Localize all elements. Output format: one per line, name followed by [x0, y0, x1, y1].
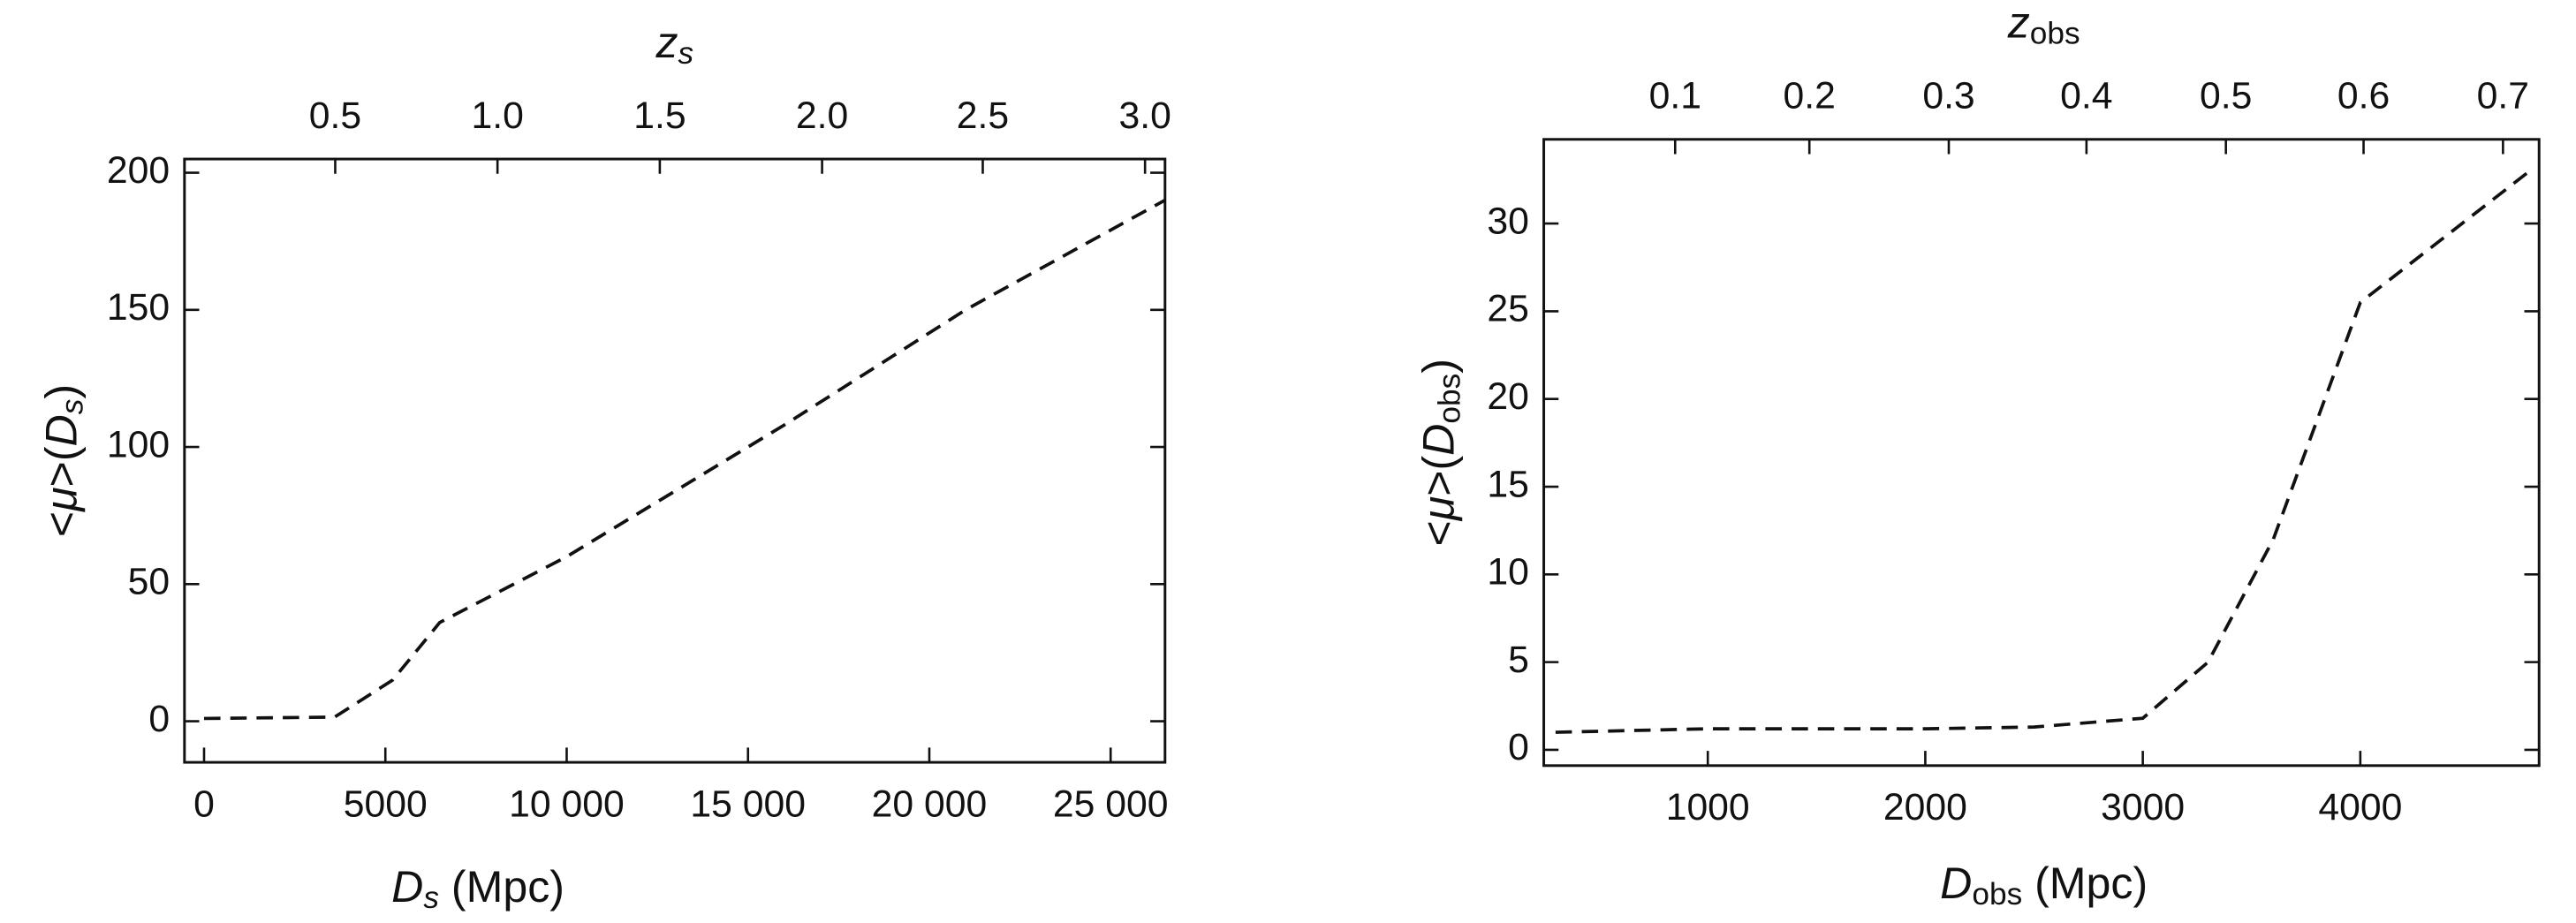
axis-title: <μ>(Ds): [37, 384, 90, 537]
x-tick-label: 20 000: [872, 783, 988, 825]
y-tick-label: 150: [107, 286, 170, 329]
x2-tick-label: 2.5: [957, 95, 1009, 137]
label-part: s: [55, 399, 89, 415]
label-part: ): [1414, 359, 1464, 374]
label-part: μ: [1414, 496, 1464, 522]
label-part: obs: [1972, 877, 2022, 912]
x-tick-label: 15 000: [690, 783, 806, 825]
plot-frame: [1542, 138, 2541, 768]
x-tick-label: 10 000: [509, 783, 625, 825]
x-tick-label: 2000: [1883, 786, 1967, 828]
y-tick-label: 15: [1487, 463, 1528, 505]
label-part: obs: [2030, 17, 2080, 51]
axis-title: zobs: [2007, 0, 2080, 51]
x2-tick-label: 0.7: [2477, 75, 2529, 117]
y-tick-label: 20: [1487, 375, 1528, 418]
x-tick-label: 5000: [344, 783, 428, 825]
x2-tick-label: 2.0: [796, 95, 848, 137]
label-part: s: [678, 36, 694, 71]
axis-title: Dobs (Mpc): [1940, 859, 2148, 912]
y-tick-label: 0: [1508, 726, 1529, 768]
axis-title: <μ>(Dobs): [1414, 359, 1467, 546]
y-tick-label: 5: [1508, 639, 1529, 681]
label-part: s: [423, 881, 439, 915]
x2-tick-label: 0.6: [2337, 75, 2390, 117]
x2-tick-label: 0.2: [1784, 75, 1836, 117]
y-tick-label: 25: [1487, 288, 1528, 330]
x2-tick-label: 0.5: [2200, 75, 2252, 117]
data-line: [1555, 166, 2535, 734]
y-tick-label: 200: [107, 149, 170, 192]
axis-title: zs: [655, 18, 693, 71]
label-part: ): [37, 384, 87, 399]
x2-tick-label: 1.0: [471, 95, 523, 137]
plot-frame: [183, 157, 1167, 764]
label-part: <: [1414, 520, 1464, 546]
x-tick-label: 25 000: [1053, 783, 1169, 825]
label-part: D: [1414, 424, 1464, 456]
label-part: >(: [37, 446, 87, 487]
y-tick-label: 10: [1487, 551, 1528, 594]
label-part: D: [391, 862, 423, 912]
x2-tick-label: 0.4: [2060, 75, 2112, 117]
x2-tick-label: 0.5: [309, 95, 361, 137]
x2-tick-label: 3.0: [1119, 95, 1171, 137]
x2-tick-label: 1.5: [633, 95, 686, 137]
x-tick-label: 0: [193, 783, 215, 825]
x-tick-label: 4000: [2318, 786, 2402, 828]
label-part: D: [1940, 859, 1972, 908]
label-part: <: [37, 511, 87, 537]
y-tick-label: 100: [107, 423, 170, 465]
x2-tick-label: 0.1: [1649, 75, 1701, 117]
label-part: z: [2007, 0, 2030, 48]
label-part: >(: [1414, 456, 1464, 496]
label-part: (Mpc): [439, 862, 564, 912]
x2-tick-label: 0.3: [1922, 75, 1974, 117]
y-tick-label: 50: [128, 561, 170, 603]
label-part: obs: [1432, 374, 1466, 424]
x-tick-label: 3000: [2101, 786, 2185, 828]
label-part: (Mpc): [2022, 859, 2148, 908]
y-tick-label: 30: [1487, 200, 1528, 242]
y-tick-label: 0: [148, 698, 170, 740]
label-part: z: [655, 18, 678, 67]
data-line: [203, 198, 1166, 721]
label-part: μ: [37, 487, 87, 512]
axis-title: Ds (Mpc): [391, 862, 564, 915]
x-tick-label: 1000: [1666, 786, 1750, 828]
label-part: D: [37, 414, 87, 446]
